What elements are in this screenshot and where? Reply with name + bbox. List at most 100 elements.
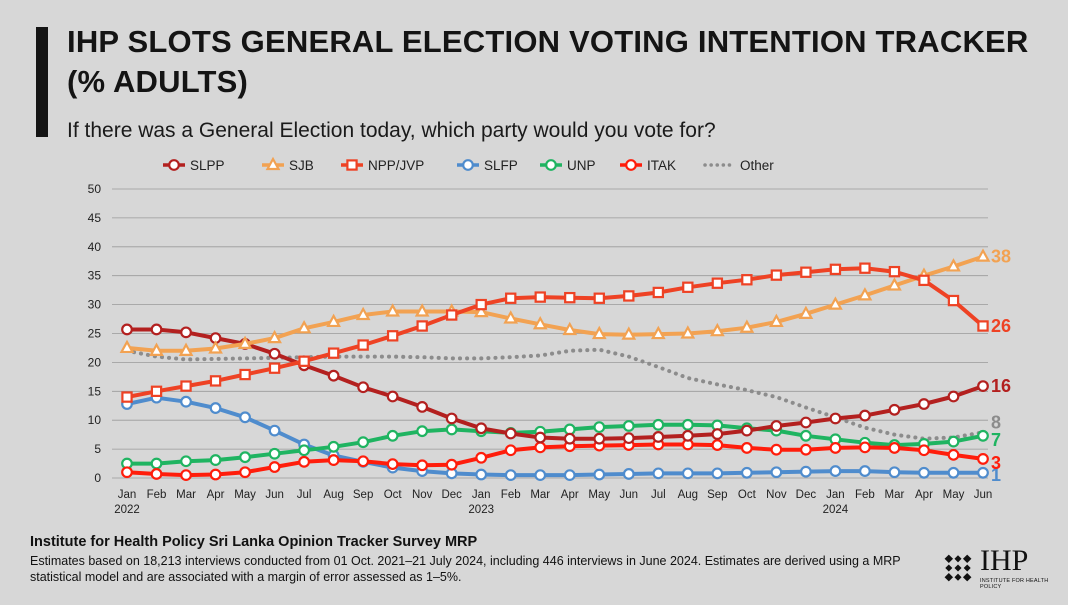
data-point [652,418,665,431]
x-tick-label: Oct [384,489,403,501]
data-point [150,385,163,398]
chart-subtitle: If there was a General Election today, w… [67,119,716,142]
data-point [534,291,546,303]
data-point [445,412,458,425]
x-tick-label: Dec [441,489,462,501]
logo-subtext: INSTITUTE FOR HEALTH POLICY [980,578,1049,590]
x-tick-label: Jan [118,489,137,501]
series-line [125,347,985,441]
data-point [859,441,871,454]
data-point [475,468,488,481]
chart-title: IHP SLOTS GENERAL ELECTION VOTING INTENT… [67,24,1029,99]
data-point [475,298,487,311]
data-point [445,458,458,471]
y-tick-label: 0 [94,471,101,485]
data-point [416,459,429,472]
data-point [209,402,222,414]
data-point [564,291,576,304]
data-point [947,435,960,448]
data-point [121,466,133,479]
title-accent-bar [36,27,48,137]
legend-label: Other [740,158,774,173]
x-axis: Jan Feb Mar Apr May Jun Jul Aug Sep Oct Nov Dec Jan F… [114,489,992,516]
y-tick-label: 5 [94,442,101,456]
x-tick-label: May [588,489,610,501]
data-point [947,466,960,479]
data-point [652,431,665,443]
y-tick-label: 50 [88,182,102,196]
data-point [859,465,871,477]
data-point [386,458,399,471]
data-point [563,432,576,445]
data-point [947,390,960,403]
data-point [416,320,428,332]
x-tick-label: Jan [472,489,491,501]
data-point [829,412,842,425]
legend-item-npp-jvp: NPP/JVP [341,158,424,173]
x-tick-label: Oct [738,489,757,501]
legend-marker [625,159,637,171]
data-point [888,403,901,416]
data-point [562,321,578,336]
data-point [741,274,753,286]
data-point [946,258,961,272]
data-point [977,466,989,479]
data-point [652,286,665,299]
data-point [268,362,281,374]
series-sjb [119,248,991,356]
data-point [150,457,163,470]
data-point [119,339,135,354]
data-point [180,395,192,408]
end-label-unp: 7 [991,430,1001,450]
data-point [327,347,340,359]
series-line [126,266,985,400]
data-point [386,330,399,342]
data-point [709,322,725,337]
series-line [127,422,984,466]
data-point [622,420,635,432]
x-tick-label: Mar [885,489,905,501]
x-tick-label: Aug [678,489,698,501]
data-point [652,467,665,480]
x-tick-label: Jul [651,489,666,501]
legend-label: SLFP [484,158,518,173]
x-year-label: 2024 [823,504,849,516]
data-point [799,429,812,442]
data-point [563,469,576,482]
data-point [268,447,281,460]
data-point [622,468,635,480]
x-tick-label: May [943,489,965,501]
data-point [121,391,133,403]
data-point [445,423,458,436]
legend-label: ITAK [647,158,676,173]
data-point [534,469,547,482]
data-point [740,442,753,454]
data-point [888,466,901,479]
data-point [209,454,222,466]
x-tick-label: Jun [265,489,284,501]
data-point [769,313,784,328]
data-point [327,369,340,382]
footer-source: Institute for Health Policy Sri Lanka Op… [30,534,478,550]
data-point [534,431,547,444]
series-itak [121,438,989,482]
y-axis: 0 5 10 15 20 25 30 35 40 45 50 [88,182,102,485]
legend-item-sjb: SJB [262,156,314,173]
data-point [681,418,694,431]
legend-label: SJB [289,158,314,173]
data-point [355,306,371,321]
x-year-label: 2023 [468,504,494,516]
data-point [473,303,489,318]
legend-marker [346,159,358,171]
x-tick-label: Feb [501,489,521,501]
series-unp [121,418,989,470]
series-npp-jvp [121,262,989,403]
legend-label: SLPP [190,158,225,173]
end-label-slfp: 1 [991,465,1001,485]
data-point [180,326,192,339]
data-point [770,443,783,456]
legend-marker [265,156,281,171]
data-point [357,381,370,394]
x-tick-label: Aug [323,489,343,501]
